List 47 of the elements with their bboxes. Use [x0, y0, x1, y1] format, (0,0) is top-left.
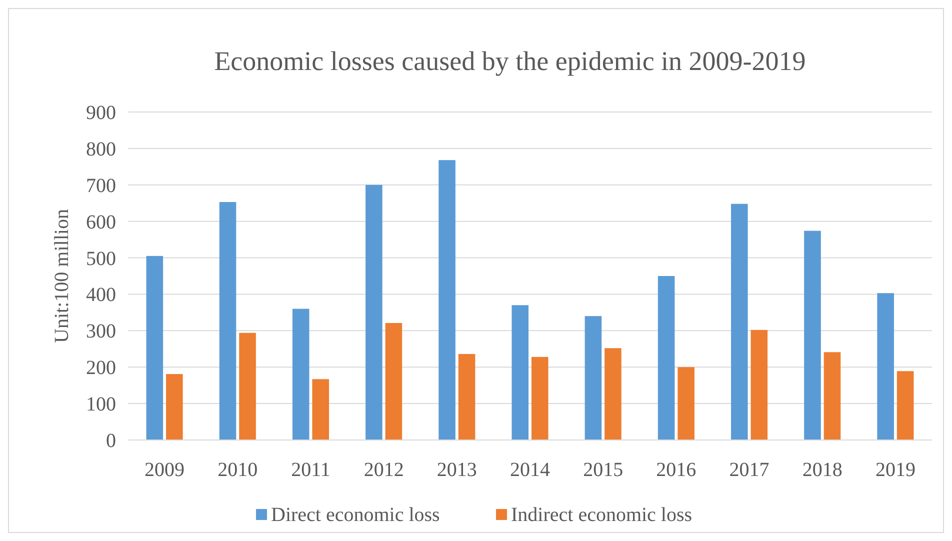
bar	[239, 332, 256, 440]
bar	[146, 256, 164, 440]
bar	[219, 202, 236, 440]
bar	[750, 330, 768, 440]
bar	[678, 367, 694, 440]
bar	[804, 230, 821, 440]
bar	[366, 184, 382, 440]
y-tick-label: 100	[86, 394, 116, 416]
bar	[292, 308, 310, 440]
bar	[166, 374, 183, 440]
bar	[877, 293, 894, 440]
bar	[312, 379, 329, 440]
bar	[658, 276, 675, 440]
bar	[531, 356, 548, 440]
x-tick-label: 2017	[729, 459, 770, 481]
x-tick-label: 2014	[510, 459, 550, 481]
x-tick-label: 2018	[802, 459, 842, 481]
y-tick-label: 200	[86, 357, 116, 380]
y-tick-label: 900	[86, 102, 116, 124]
y-tick-label: 700	[86, 174, 116, 197]
x-tick-label: 2012	[364, 459, 404, 481]
bar	[604, 348, 622, 440]
bar	[385, 323, 402, 440]
x-tick-label: 2013	[436, 459, 477, 481]
x-tick-label: 2019	[875, 459, 916, 481]
legend-label: Direct economic loss	[271, 504, 440, 526]
bar	[512, 305, 529, 440]
y-tick-label: 600	[86, 211, 116, 234]
x-tick-label: 2015	[583, 459, 624, 481]
y-tick-label: 0	[106, 430, 116, 452]
y-axis-title: Unit:100 million	[51, 209, 73, 343]
y-tick-label: 400	[86, 284, 116, 306]
bar	[458, 354, 476, 440]
x-tick-label: 2011	[291, 459, 330, 481]
chart-title: Economic losses caused by the epidemic in 2009-2019	[214, 46, 806, 76]
bar	[438, 160, 456, 440]
x-tick-label: 2010	[218, 459, 258, 481]
bar	[824, 352, 841, 440]
y-tick-label: 500	[86, 248, 116, 270]
y-tick-label: 800	[86, 138, 116, 160]
y-tick-label: 300	[86, 320, 116, 343]
x-tick-label: 2016	[656, 459, 696, 481]
bar	[731, 204, 748, 440]
bar	[896, 371, 914, 440]
legend-label: Indirect economic loss	[511, 504, 692, 526]
bar	[584, 316, 602, 440]
x-tick-label: 2009	[144, 459, 185, 481]
